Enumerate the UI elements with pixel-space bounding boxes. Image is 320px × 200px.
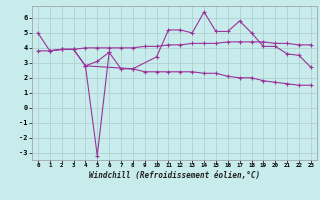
X-axis label: Windchill (Refroidissement éolien,°C): Windchill (Refroidissement éolien,°C) — [89, 171, 260, 180]
